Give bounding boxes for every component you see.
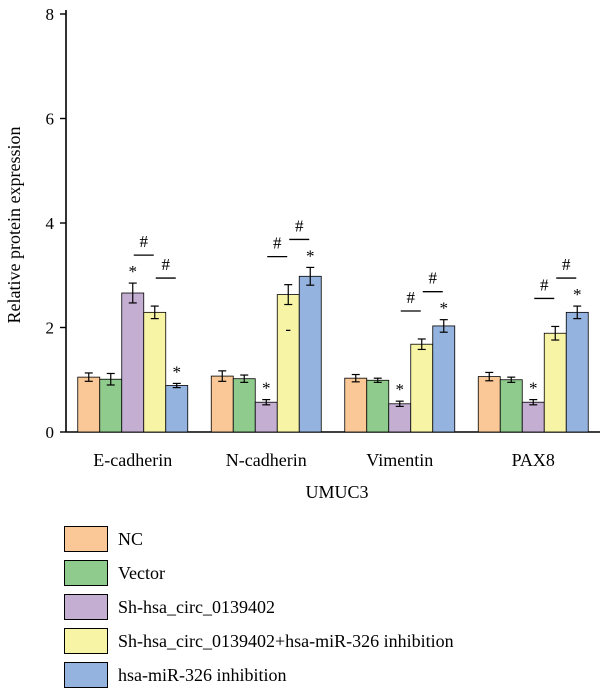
- significance-mark: *: [396, 380, 405, 399]
- comparison-label: #: [407, 288, 416, 307]
- legend-swatch: [64, 560, 108, 586]
- bar-groups: [78, 267, 589, 432]
- legend-item: Vector: [64, 558, 454, 588]
- legend-item: Sh-hsa_circ_0139402: [64, 592, 454, 622]
- legend-label: NC: [118, 529, 143, 550]
- comparison-label: #: [562, 255, 571, 274]
- bar: [122, 293, 144, 432]
- significance-mark: *: [173, 362, 182, 381]
- x-category-label: Vimentin: [366, 450, 433, 470]
- comparison-label: #: [273, 234, 282, 253]
- x-axis-categories: E-cadherin N-cadherin Vimentin PAX8: [93, 450, 555, 470]
- x-category-label: N-cadherin: [226, 450, 307, 470]
- legend-swatch: [64, 662, 108, 688]
- bar: [566, 312, 588, 432]
- x-category-label: E-cadherin: [93, 450, 172, 470]
- bar: [211, 376, 233, 432]
- y-tick-label: 2: [46, 319, 55, 338]
- significance-mark: *: [529, 379, 538, 398]
- bar: [144, 312, 166, 432]
- legend-item: Sh-hsa_circ_0139402+hsa-miR-326 inhibiti…: [64, 626, 454, 656]
- bar: [345, 378, 367, 432]
- bar: [299, 276, 321, 432]
- bar: [367, 380, 389, 432]
- comparison-label: #: [140, 232, 149, 251]
- significance-mark: *: [573, 285, 582, 304]
- comparison-label: #: [429, 269, 438, 288]
- legend-item: NC: [64, 524, 454, 554]
- legend-label: Sh-hsa_circ_0139402+hsa-miR-326 inhibiti…: [118, 631, 454, 652]
- legend-label: Sh-hsa_circ_0139402: [118, 597, 275, 618]
- bar: [255, 402, 277, 432]
- significance-annotations: ***-*****########: [129, 216, 582, 399]
- bar: [433, 326, 455, 432]
- bar: [500, 380, 522, 432]
- y-tick-label: 8: [46, 5, 55, 24]
- bar: [544, 333, 566, 432]
- bar: [522, 402, 544, 432]
- legend: NC Vector Sh-hsa_circ_0139402 Sh-hsa_circ_0…: [64, 524, 454, 694]
- y-tick-label: 0: [46, 423, 55, 442]
- legend-swatch: [64, 526, 108, 552]
- comparison-label: #: [162, 255, 171, 274]
- significance-mark: -: [285, 320, 291, 339]
- legend-swatch: [64, 628, 108, 654]
- significance-mark: *: [306, 246, 315, 265]
- legend-swatch: [64, 594, 108, 620]
- bar: [78, 377, 100, 432]
- bar: [478, 377, 500, 432]
- bar: [411, 344, 433, 432]
- y-tick-label: 6: [46, 110, 55, 129]
- bar: [100, 379, 122, 432]
- bar: [389, 404, 411, 432]
- bar: [277, 295, 299, 432]
- bar: [233, 379, 255, 432]
- legend-label: Vector: [118, 563, 165, 584]
- significance-mark: *: [440, 299, 449, 318]
- x-category-label: PAX8: [512, 450, 555, 470]
- legend-item: hsa-miR-326 inhibition: [64, 660, 454, 690]
- y-tick-label: 4: [46, 214, 55, 233]
- y-axis-title: Relative protein expression: [4, 127, 24, 324]
- comparison-label: #: [540, 275, 549, 294]
- comparison-label: #: [295, 216, 304, 235]
- x-axis-title: UMUC3: [305, 482, 368, 502]
- bar: [166, 385, 188, 432]
- legend-label: hsa-miR-326 inhibition: [118, 665, 287, 686]
- significance-mark: *: [262, 379, 271, 398]
- significance-mark: *: [129, 262, 138, 281]
